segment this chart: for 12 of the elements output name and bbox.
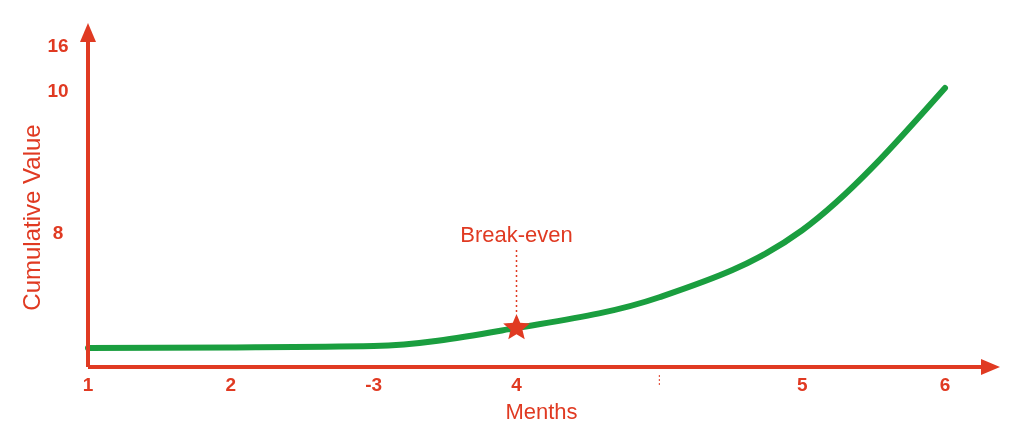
- x-tick-label: -3: [365, 374, 383, 395]
- text: 10: [47, 80, 69, 101]
- text: 16: [47, 35, 69, 56]
- annotation: Break-even: [460, 221, 573, 247]
- x-tick-label: 4: [511, 374, 523, 395]
- x-tick-label: 1: [82, 374, 94, 395]
- x-tick-label: 6: [939, 374, 951, 395]
- x-axis-title: Menths: [505, 399, 578, 424]
- text: 8: [52, 222, 64, 243]
- x-tick-label: 5: [796, 374, 808, 395]
- y-axis-title: Cumulative Value: [18, 124, 45, 311]
- x-tick-label: 2: [225, 374, 237, 395]
